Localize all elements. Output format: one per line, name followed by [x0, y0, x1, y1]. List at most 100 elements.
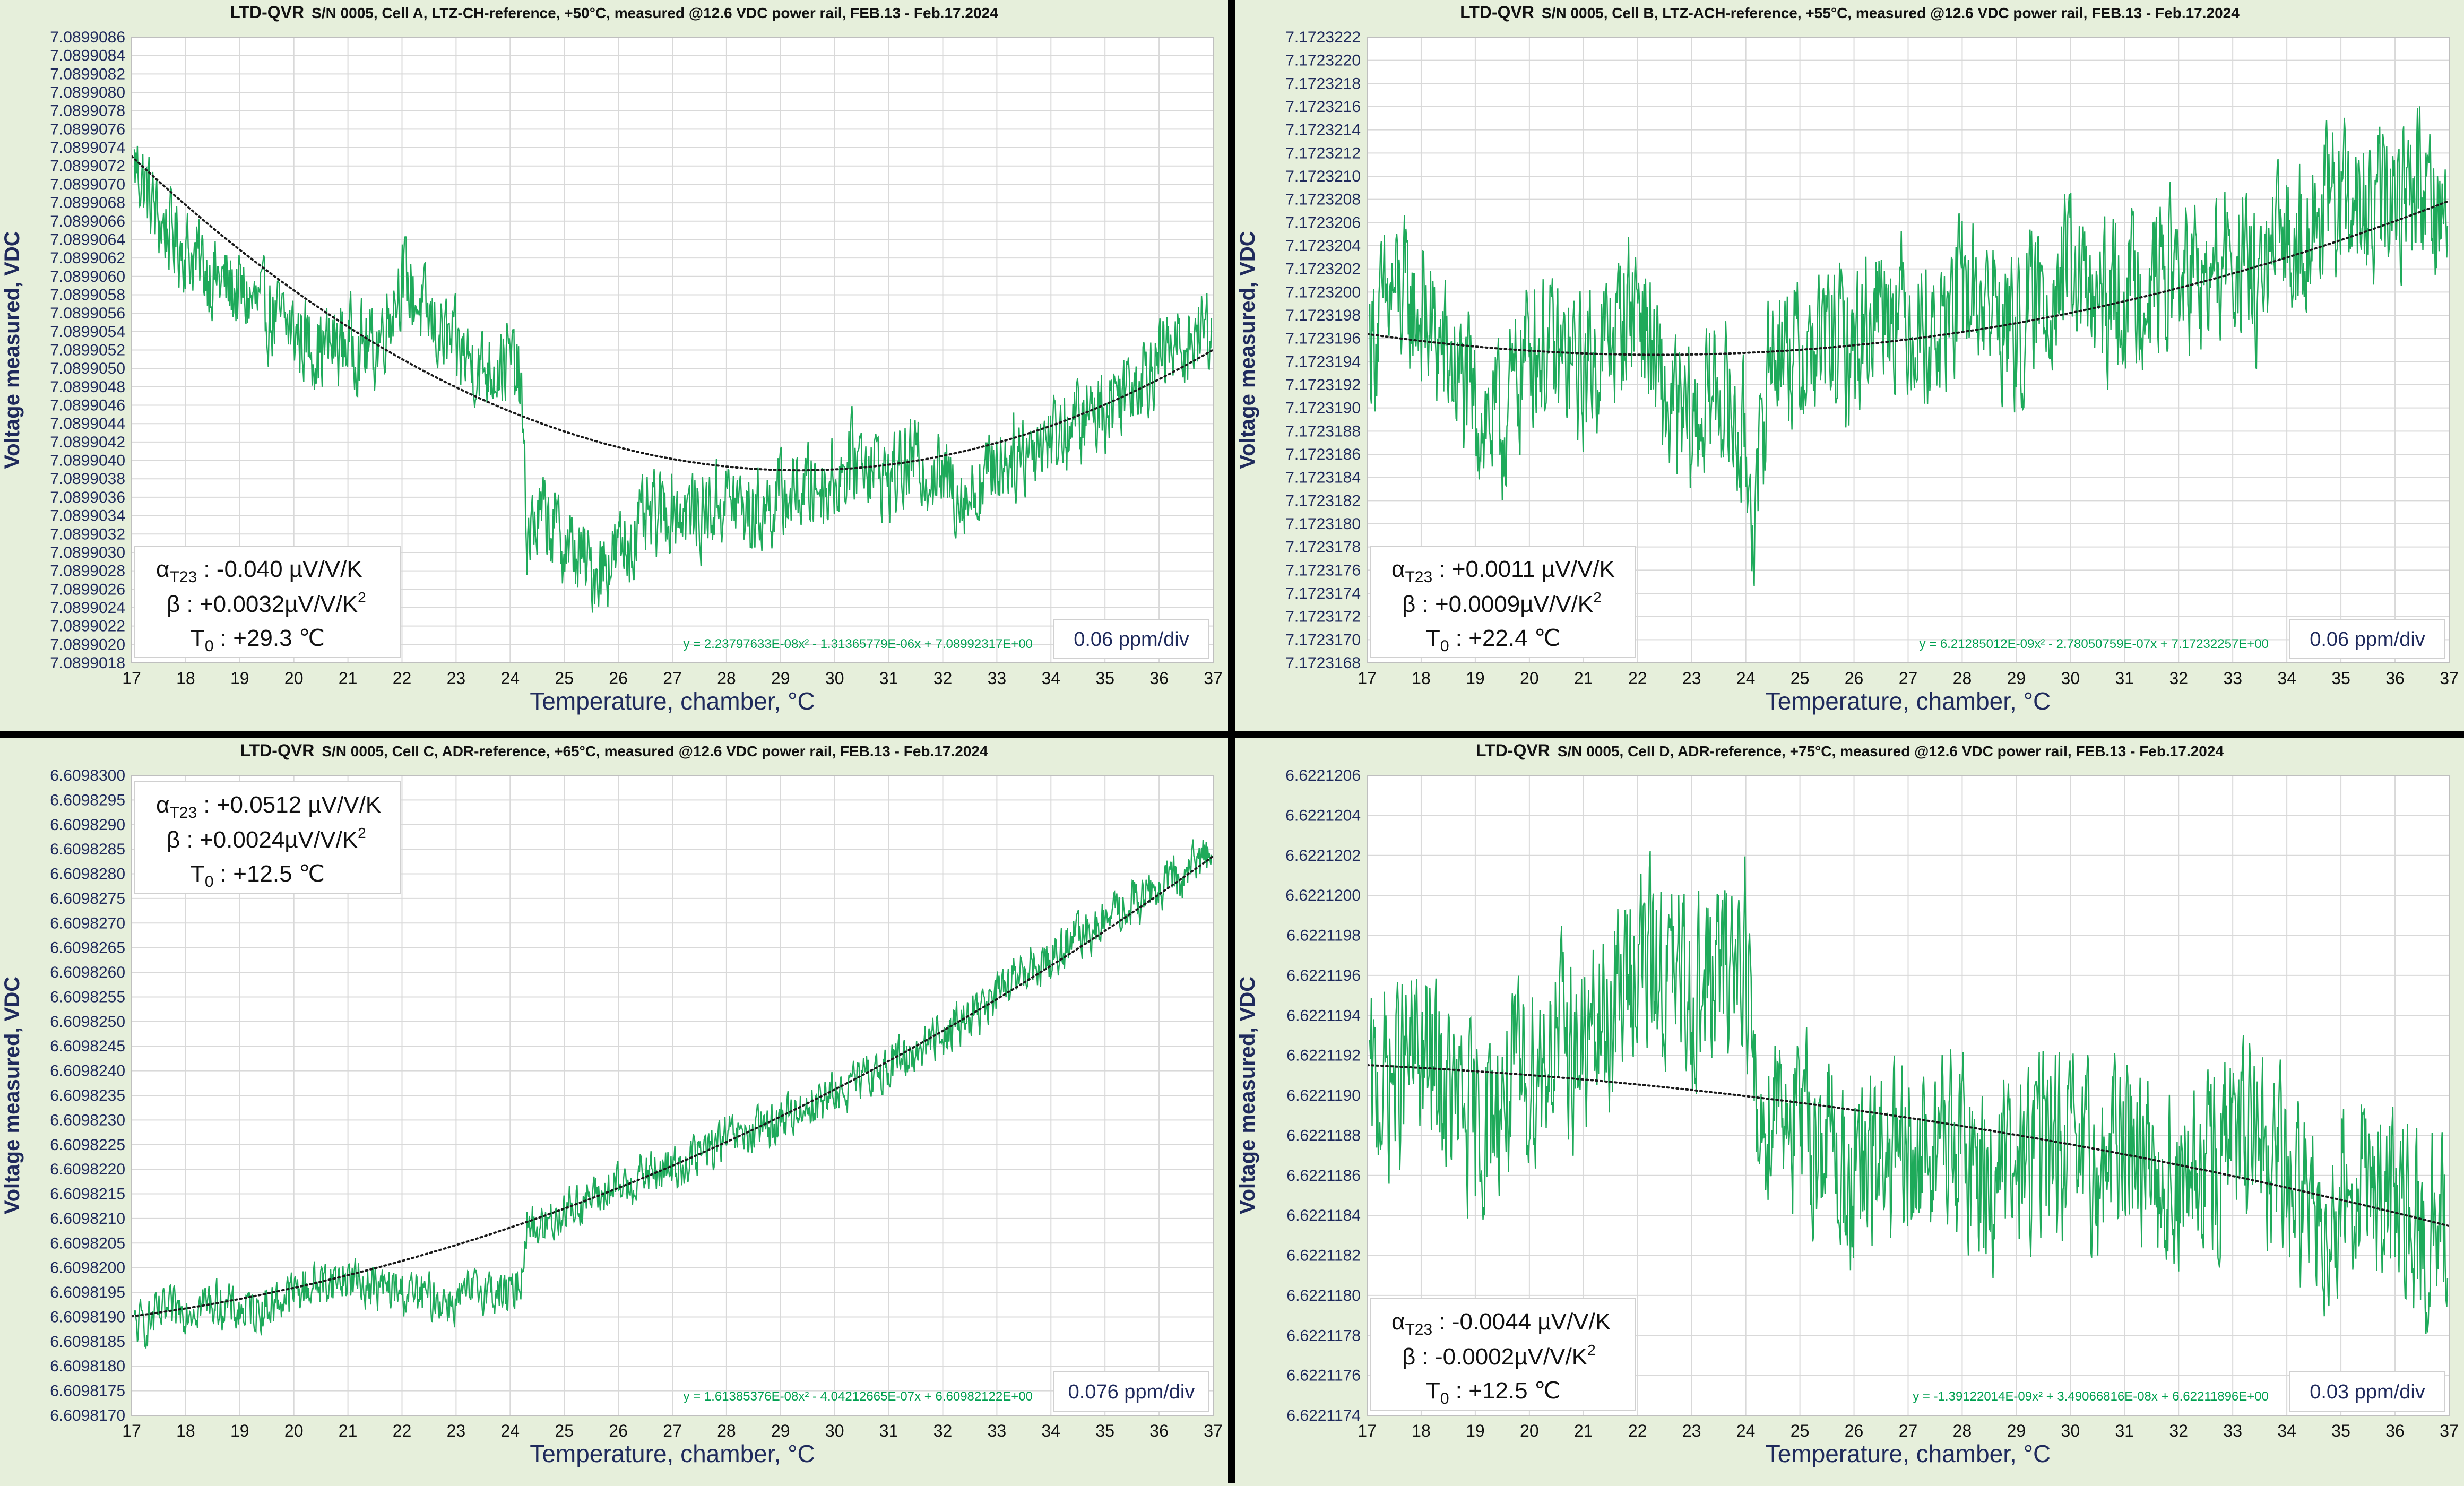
plot-border	[1367, 775, 2450, 1416]
x-tick-label: 20	[284, 1421, 304, 1440]
y-tick-label: 6.6098250	[50, 1013, 125, 1031]
x-tick-label: 36	[1149, 669, 1169, 688]
polynomial-trendline	[132, 155, 1213, 472]
t0-value: T0 : +22.4 ℃	[1426, 625, 1560, 655]
chart-panel-c: LTD-QVR S/N 0005, Cell C, ADR-reference, …	[0, 738, 1228, 1483]
y-tick-label: 7.0899058	[50, 286, 125, 304]
x-tick-label: 22	[1628, 1421, 1647, 1440]
y-tick-label: 6.6221192	[1286, 1047, 1361, 1065]
vertical-divider	[1228, 0, 1235, 1483]
chart-title: LTD-QVR S/N 0005, Cell C, ADR-reference, …	[240, 741, 988, 760]
y-tick-label: 6.6221200	[1285, 887, 1361, 904]
x-tick-label: 18	[1412, 669, 1431, 688]
y-tick-label: 7.1723198	[1285, 307, 1361, 324]
x-tick-label: 32	[933, 1421, 953, 1440]
y-tick-label: 7.0899086	[50, 29, 125, 46]
y-tick-label: 6.6098235	[50, 1087, 125, 1104]
x-tick-label: 34	[2277, 1421, 2296, 1440]
ppm-div-box: 0.076 ppm/div	[1053, 1371, 1209, 1412]
y-tick-label: 7.0899054	[50, 323, 125, 341]
y-tick-label: 7.1723208	[1285, 191, 1361, 209]
beta-coefficient: β : +0.0032µV/V/K2	[167, 589, 366, 617]
polynomial-trendline	[132, 855, 1213, 1318]
x-tick-label: 30	[825, 1421, 844, 1440]
ppm-div-label: 0.076 ppm/div	[1068, 1381, 1195, 1403]
title-text: S/N 0005, Cell B, LTZ-ACH-reference, +55…	[1542, 5, 2240, 21]
x-tick-label: 32	[933, 669, 953, 688]
y-tick-label: 7.1723176	[1285, 561, 1361, 579]
x-tick-label: 36	[1149, 1421, 1169, 1440]
y-tick-label: 7.0899064	[50, 231, 125, 248]
y-tick-label: 6.6098210	[50, 1210, 125, 1228]
x-tick-label: 19	[1466, 669, 1485, 688]
y-tick-label: 6.6098300	[50, 767, 125, 784]
y-tick-label: 7.1723210	[1285, 168, 1361, 185]
x-tick-label: 33	[2223, 1421, 2242, 1440]
x-tick-label: 24	[501, 1421, 520, 1440]
ppm-div-label: 0.03 ppm/div	[2310, 1381, 2425, 1403]
x-tick-label: 22	[1628, 669, 1647, 688]
y-tick-label: 7.1723180	[1285, 515, 1361, 533]
plot-border	[131, 775, 1214, 1416]
y-tick-label: 7.1723168	[1285, 654, 1361, 672]
y-tick-label: 6.6098175	[50, 1383, 125, 1400]
alpha-coefficient: αT23 : -0.0044 µV/V/K	[1391, 1309, 1611, 1338]
coefficient-box: αT23 : +0.0512 µV/V/K β : +0.0024µV/V/K2 T…	[134, 781, 401, 894]
y-tick-label: 7.0899066	[50, 213, 125, 230]
x-tick-label: 35	[2331, 669, 2350, 688]
y-tick-label: 7.1723206	[1285, 214, 1361, 231]
y-tick-label: 7.1723184	[1285, 469, 1361, 487]
chart-svg-c: LTD-QVR S/N 0005, Cell C, ADR-reference, …	[1, 741, 1223, 1467]
brand-label: LTD-QVR	[230, 3, 304, 22]
y-tick-label: 7.0899072	[50, 158, 125, 175]
x-tick-label: 35	[1095, 1421, 1114, 1440]
title-text: S/N 0005, Cell C, ADR-reference, +65°C, …	[322, 743, 988, 759]
y-tick-label: 7.0899070	[50, 176, 125, 193]
x-tick-label: 30	[2061, 669, 2080, 688]
x-tick-label: 34	[1042, 669, 1061, 688]
x-tick-label: 17	[122, 669, 141, 688]
y-tick-label: 6.6098205	[50, 1234, 125, 1252]
ppm-div-label: 0.06 ppm/div	[1074, 628, 1189, 651]
y-tick-label: 6.6098270	[50, 914, 125, 932]
y-tick-label: 7.1723200	[1285, 283, 1361, 301]
x-tick-label: 29	[771, 669, 790, 688]
y-tick-label: 7.1723218	[1285, 75, 1361, 92]
x-tick-label: 24	[501, 669, 520, 688]
x-tick-label: 29	[2007, 1421, 2026, 1440]
x-tick-label: 22	[393, 669, 412, 688]
beta-coefficient: β : +0.0024µV/V/K2	[167, 825, 366, 853]
y-tick-label: 6.6098260	[50, 964, 125, 981]
x-tick-label: 28	[717, 1421, 736, 1440]
y-tick-label: 7.0899034	[50, 507, 125, 525]
coefficient-box: αT23 : -0.0044 µV/V/K β : -0.0002µV/V/K2 T…	[1370, 1298, 1636, 1411]
y-tick-label: 6.6098225	[50, 1136, 125, 1154]
alpha-coefficient: αT23 : +0.0011 µV/V/K	[1391, 556, 1615, 586]
y-tick-label: 6.6221204	[1285, 807, 1361, 824]
x-tick-label: 31	[879, 1421, 898, 1440]
x-tick-label: 24	[1736, 1421, 1756, 1440]
y-tick-label: 7.1723220	[1285, 52, 1361, 70]
x-tick-label: 33	[988, 1421, 1007, 1440]
chart-panel-b: LTD-QVR S/N 0005, Cell B, LTZ-ACH-referen…	[1235, 0, 2464, 731]
title-text: S/N 0005, Cell D, ADR-reference, +75°C, …	[1558, 743, 2224, 759]
chart-title: LTD-QVR S/N 0005, Cell A, LTZ-CH-referenc…	[230, 3, 998, 22]
y-tick-label: 7.1723190	[1285, 400, 1361, 417]
alpha-coefficient: αT23 : -0.040 µV/V/K	[156, 556, 362, 586]
y-tick-label: 6.6098245	[50, 1038, 125, 1055]
x-tick-label: 25	[555, 1421, 574, 1440]
y-tick-label: 6.6098200	[50, 1259, 125, 1277]
alpha-coefficient: αT23 : +0.0512 µV/V/K	[156, 792, 381, 822]
brand-label: LTD-QVR	[1476, 741, 1550, 760]
chart-panel-a: LTD-QVR S/N 0005, Cell A, LTZ-CH-referenc…	[0, 0, 1228, 731]
x-tick-label: 21	[1574, 669, 1593, 688]
y-tick-label: 7.1723170	[1285, 631, 1361, 649]
x-tick-label: 19	[1466, 1421, 1485, 1440]
ppm-div-box: 0.03 ppm/div	[2289, 1371, 2445, 1412]
y-tick-label: 6.6221180	[1286, 1287, 1361, 1304]
y-tick-label: 6.6221186	[1286, 1167, 1361, 1185]
chart-svg-b: LTD-QVR S/N 0005, Cell B, LTZ-ACH-referen…	[1236, 3, 2459, 715]
y-tick-label: 6.6221176	[1286, 1367, 1361, 1385]
chart-title: LTD-QVR S/N 0005, Cell B, LTZ-ACH-referen…	[1460, 3, 2240, 22]
x-tick-label: 35	[2331, 1421, 2350, 1440]
